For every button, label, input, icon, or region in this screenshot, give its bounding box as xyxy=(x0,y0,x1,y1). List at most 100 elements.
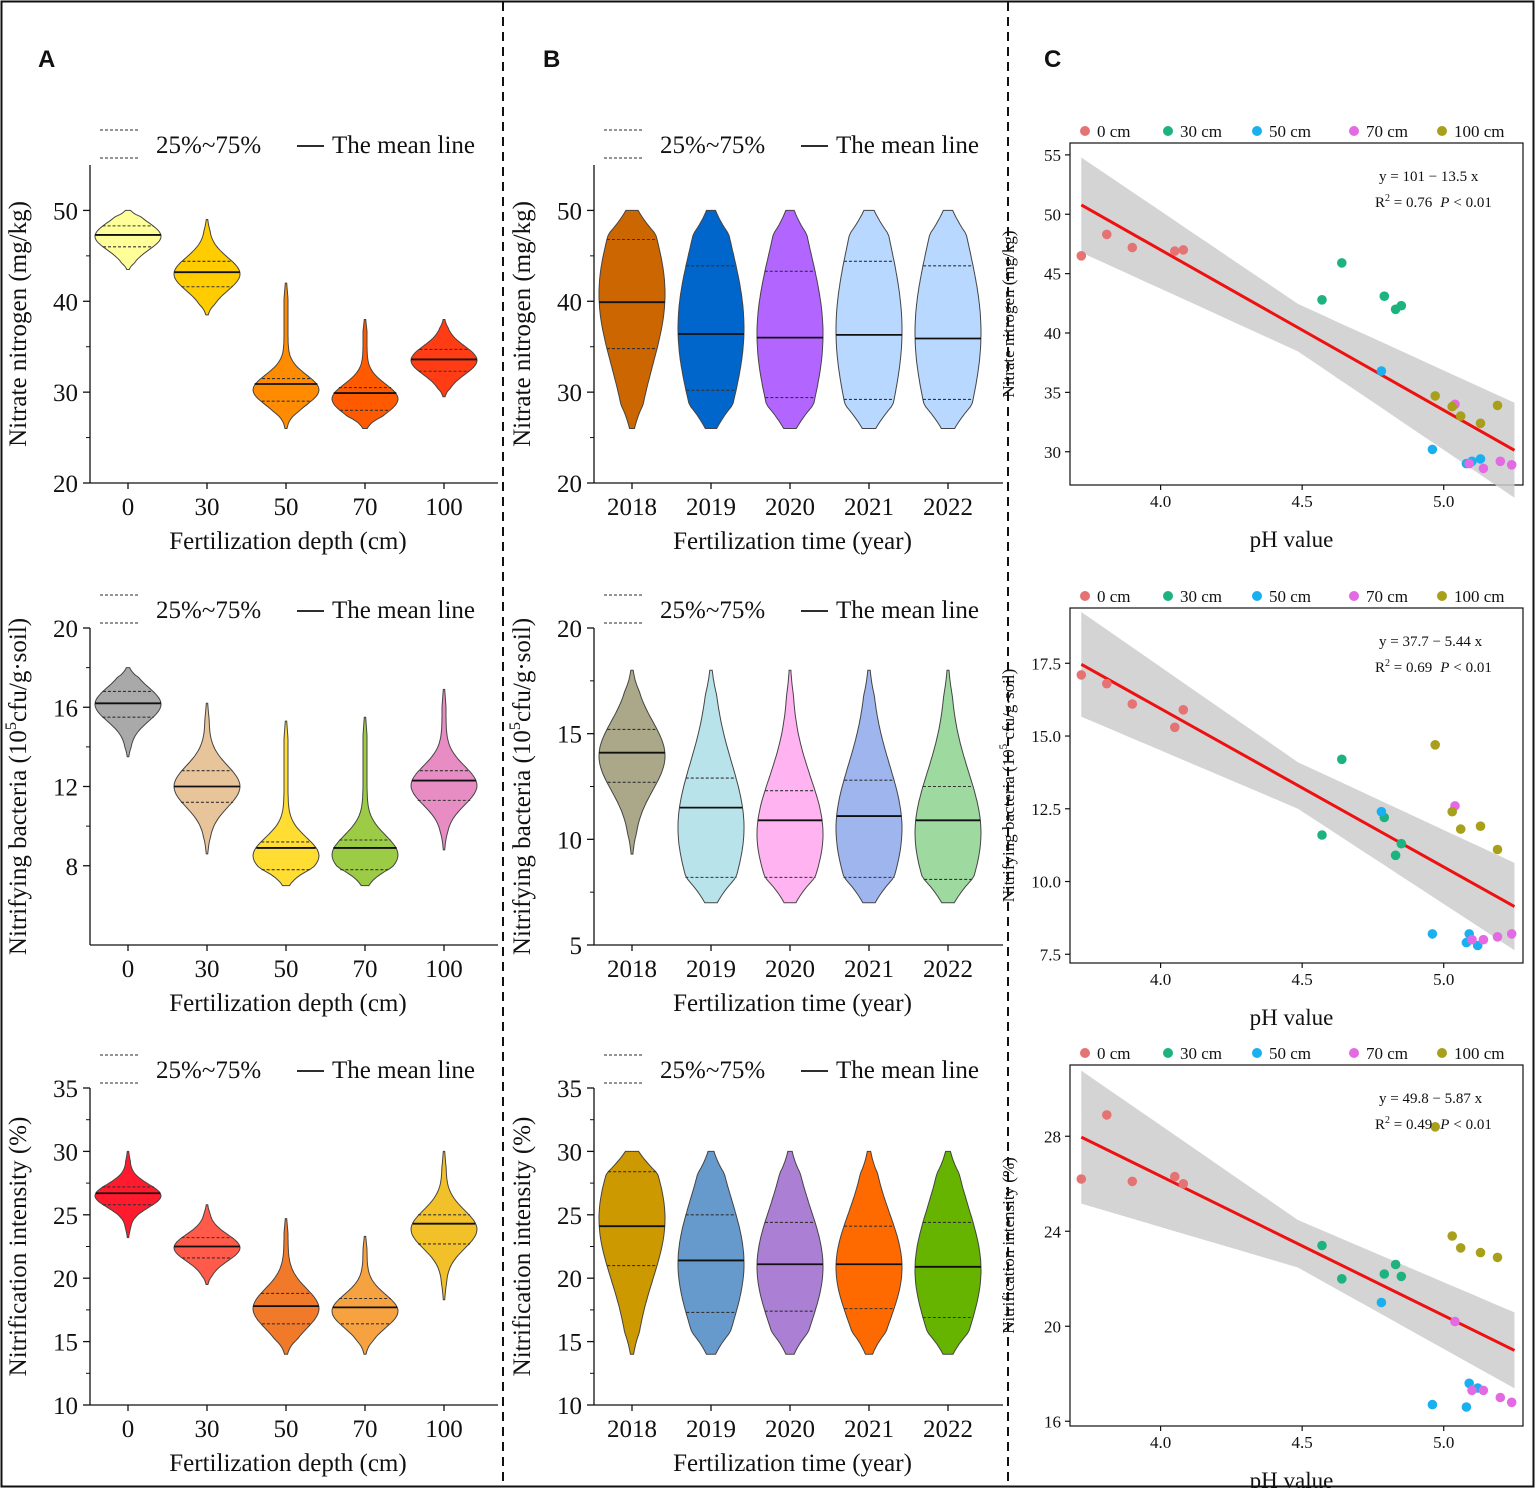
data-point xyxy=(1390,850,1401,861)
x-tick-label: 2020 xyxy=(765,494,815,521)
x-tick-label: 5.0 xyxy=(1433,1433,1454,1452)
y-axis-label: Nitrification intensity (%) xyxy=(509,1117,536,1377)
y-tick-label: 28 xyxy=(1044,1127,1061,1146)
legend-swatch-0cm xyxy=(1080,591,1090,601)
regression-line xyxy=(1080,203,1516,452)
y-tick-label: 10 xyxy=(53,1393,78,1420)
legend-swatch-100cm xyxy=(1437,591,1447,601)
x-tick-label: 2020 xyxy=(765,1416,815,1443)
violin-2020 xyxy=(756,669,824,904)
x-tick-label: 2018 xyxy=(607,494,657,521)
legend-quartile-label: 25%~75% xyxy=(660,597,765,624)
legend-swatch-50cm xyxy=(1252,126,1262,136)
x-tick-label: 100 xyxy=(425,1416,463,1443)
y-tick-label: 10 xyxy=(557,1393,582,1420)
x-tick-label: 4.5 xyxy=(1292,492,1313,511)
y-tick-label: 30 xyxy=(557,380,582,407)
violin-30 xyxy=(173,1204,241,1285)
violin-70 xyxy=(331,1235,399,1355)
violin-100 xyxy=(410,1150,478,1301)
legend-swatch-30cm xyxy=(1163,1048,1173,1058)
y-tick-label: 45 xyxy=(1044,265,1061,284)
data-point xyxy=(1178,1179,1189,1189)
legend-mean-label: The mean line xyxy=(332,132,475,159)
y-tick-label: 10 xyxy=(557,827,582,854)
violin-2019 xyxy=(677,1150,745,1355)
y-tick-label: 30 xyxy=(557,1139,582,1166)
legend-label: 100 cm xyxy=(1454,587,1505,606)
x-tick-label: 4.0 xyxy=(1150,970,1171,989)
data-point xyxy=(1102,678,1112,689)
x-tick-label: 30 xyxy=(195,494,220,521)
y-tick-label: 8 xyxy=(66,854,79,881)
data-point xyxy=(1427,929,1438,939)
x-axis-label: Fertilization time (year) xyxy=(673,528,912,555)
data-point xyxy=(1317,830,1327,840)
legend-quartile-label: 25%~75% xyxy=(156,132,261,159)
data-point xyxy=(1102,1110,1112,1120)
data-point xyxy=(1376,366,1387,376)
data-point xyxy=(1127,699,1138,709)
y-tick-label: 50 xyxy=(53,198,78,225)
data-point xyxy=(1455,411,1466,421)
y-tick-label: 40 xyxy=(53,289,78,316)
panel-label-b: B xyxy=(543,46,560,73)
y-tick-label: 20 xyxy=(53,471,78,498)
violin-2018 xyxy=(598,209,666,429)
data-point xyxy=(1376,1297,1387,1308)
legend-label: 70 cm xyxy=(1366,587,1408,606)
x-tick-label: 100 xyxy=(425,956,463,983)
x-axis-label: Fertilization depth (cm) xyxy=(169,528,406,555)
x-tick-label: 5.0 xyxy=(1433,492,1454,511)
violin-0 xyxy=(94,1150,162,1239)
legend-mean-label: The mean line xyxy=(836,132,979,159)
data-point xyxy=(1492,1252,1503,1263)
data-point xyxy=(1376,806,1387,817)
legend-swatch-50cm xyxy=(1252,591,1262,601)
confidence-band xyxy=(1081,612,1515,951)
data-point xyxy=(1447,806,1457,817)
data-point xyxy=(1076,670,1087,680)
x-tick-label: 2018 xyxy=(607,1416,657,1443)
x-tick-label: 2019 xyxy=(686,1416,736,1443)
x-tick-label: 50 xyxy=(274,494,299,521)
y-tick-label: 7.5 xyxy=(1040,945,1061,964)
x-tick-label: 4.0 xyxy=(1150,1433,1171,1452)
x-tick-label: 4.0 xyxy=(1150,492,1171,511)
legend-swatch-50cm xyxy=(1252,1048,1262,1058)
y-tick-label: 15.0 xyxy=(1031,727,1061,746)
legend-mean-label: The mean line xyxy=(332,597,475,624)
violin-2021 xyxy=(835,669,903,904)
data-point xyxy=(1396,838,1407,849)
data-point xyxy=(1076,251,1087,261)
y-axis-label: Nitrifying bacteria (105 cfu/g·soil) xyxy=(998,669,1018,903)
violin-50 xyxy=(252,1218,320,1355)
y-tick-label: 16 xyxy=(1044,1412,1061,1431)
legend-label: 50 cm xyxy=(1269,587,1311,606)
x-tick-label: 2021 xyxy=(844,956,894,983)
y-tick-label: 5 xyxy=(570,933,583,960)
y-tick-label: 30 xyxy=(1044,443,1061,462)
legend-swatch-30cm xyxy=(1163,591,1173,601)
x-tick-label: 4.5 xyxy=(1292,1433,1313,1452)
y-tick-label: 35 xyxy=(557,1076,582,1103)
y-tick-label: 50 xyxy=(1044,205,1061,224)
legend-quartile-label: 25%~75% xyxy=(660,132,765,159)
y-tick-label: 25 xyxy=(557,1203,582,1230)
data-point xyxy=(1127,1176,1138,1187)
y-tick-label: 30 xyxy=(53,380,78,407)
data-point xyxy=(1492,844,1503,855)
violin-2022 xyxy=(914,209,982,429)
data-point xyxy=(1390,1259,1401,1270)
data-point xyxy=(1475,1247,1486,1258)
data-point xyxy=(1478,934,1489,945)
legend-label: 0 cm xyxy=(1097,1044,1131,1063)
legend-label: 50 cm xyxy=(1269,122,1311,141)
legend-swatch-100cm xyxy=(1437,1048,1447,1058)
legend-label: 0 cm xyxy=(1097,587,1131,606)
data-point xyxy=(1076,1174,1087,1184)
regression-line xyxy=(1080,663,1516,908)
x-axis-label: Fertilization depth (cm) xyxy=(169,990,406,1017)
